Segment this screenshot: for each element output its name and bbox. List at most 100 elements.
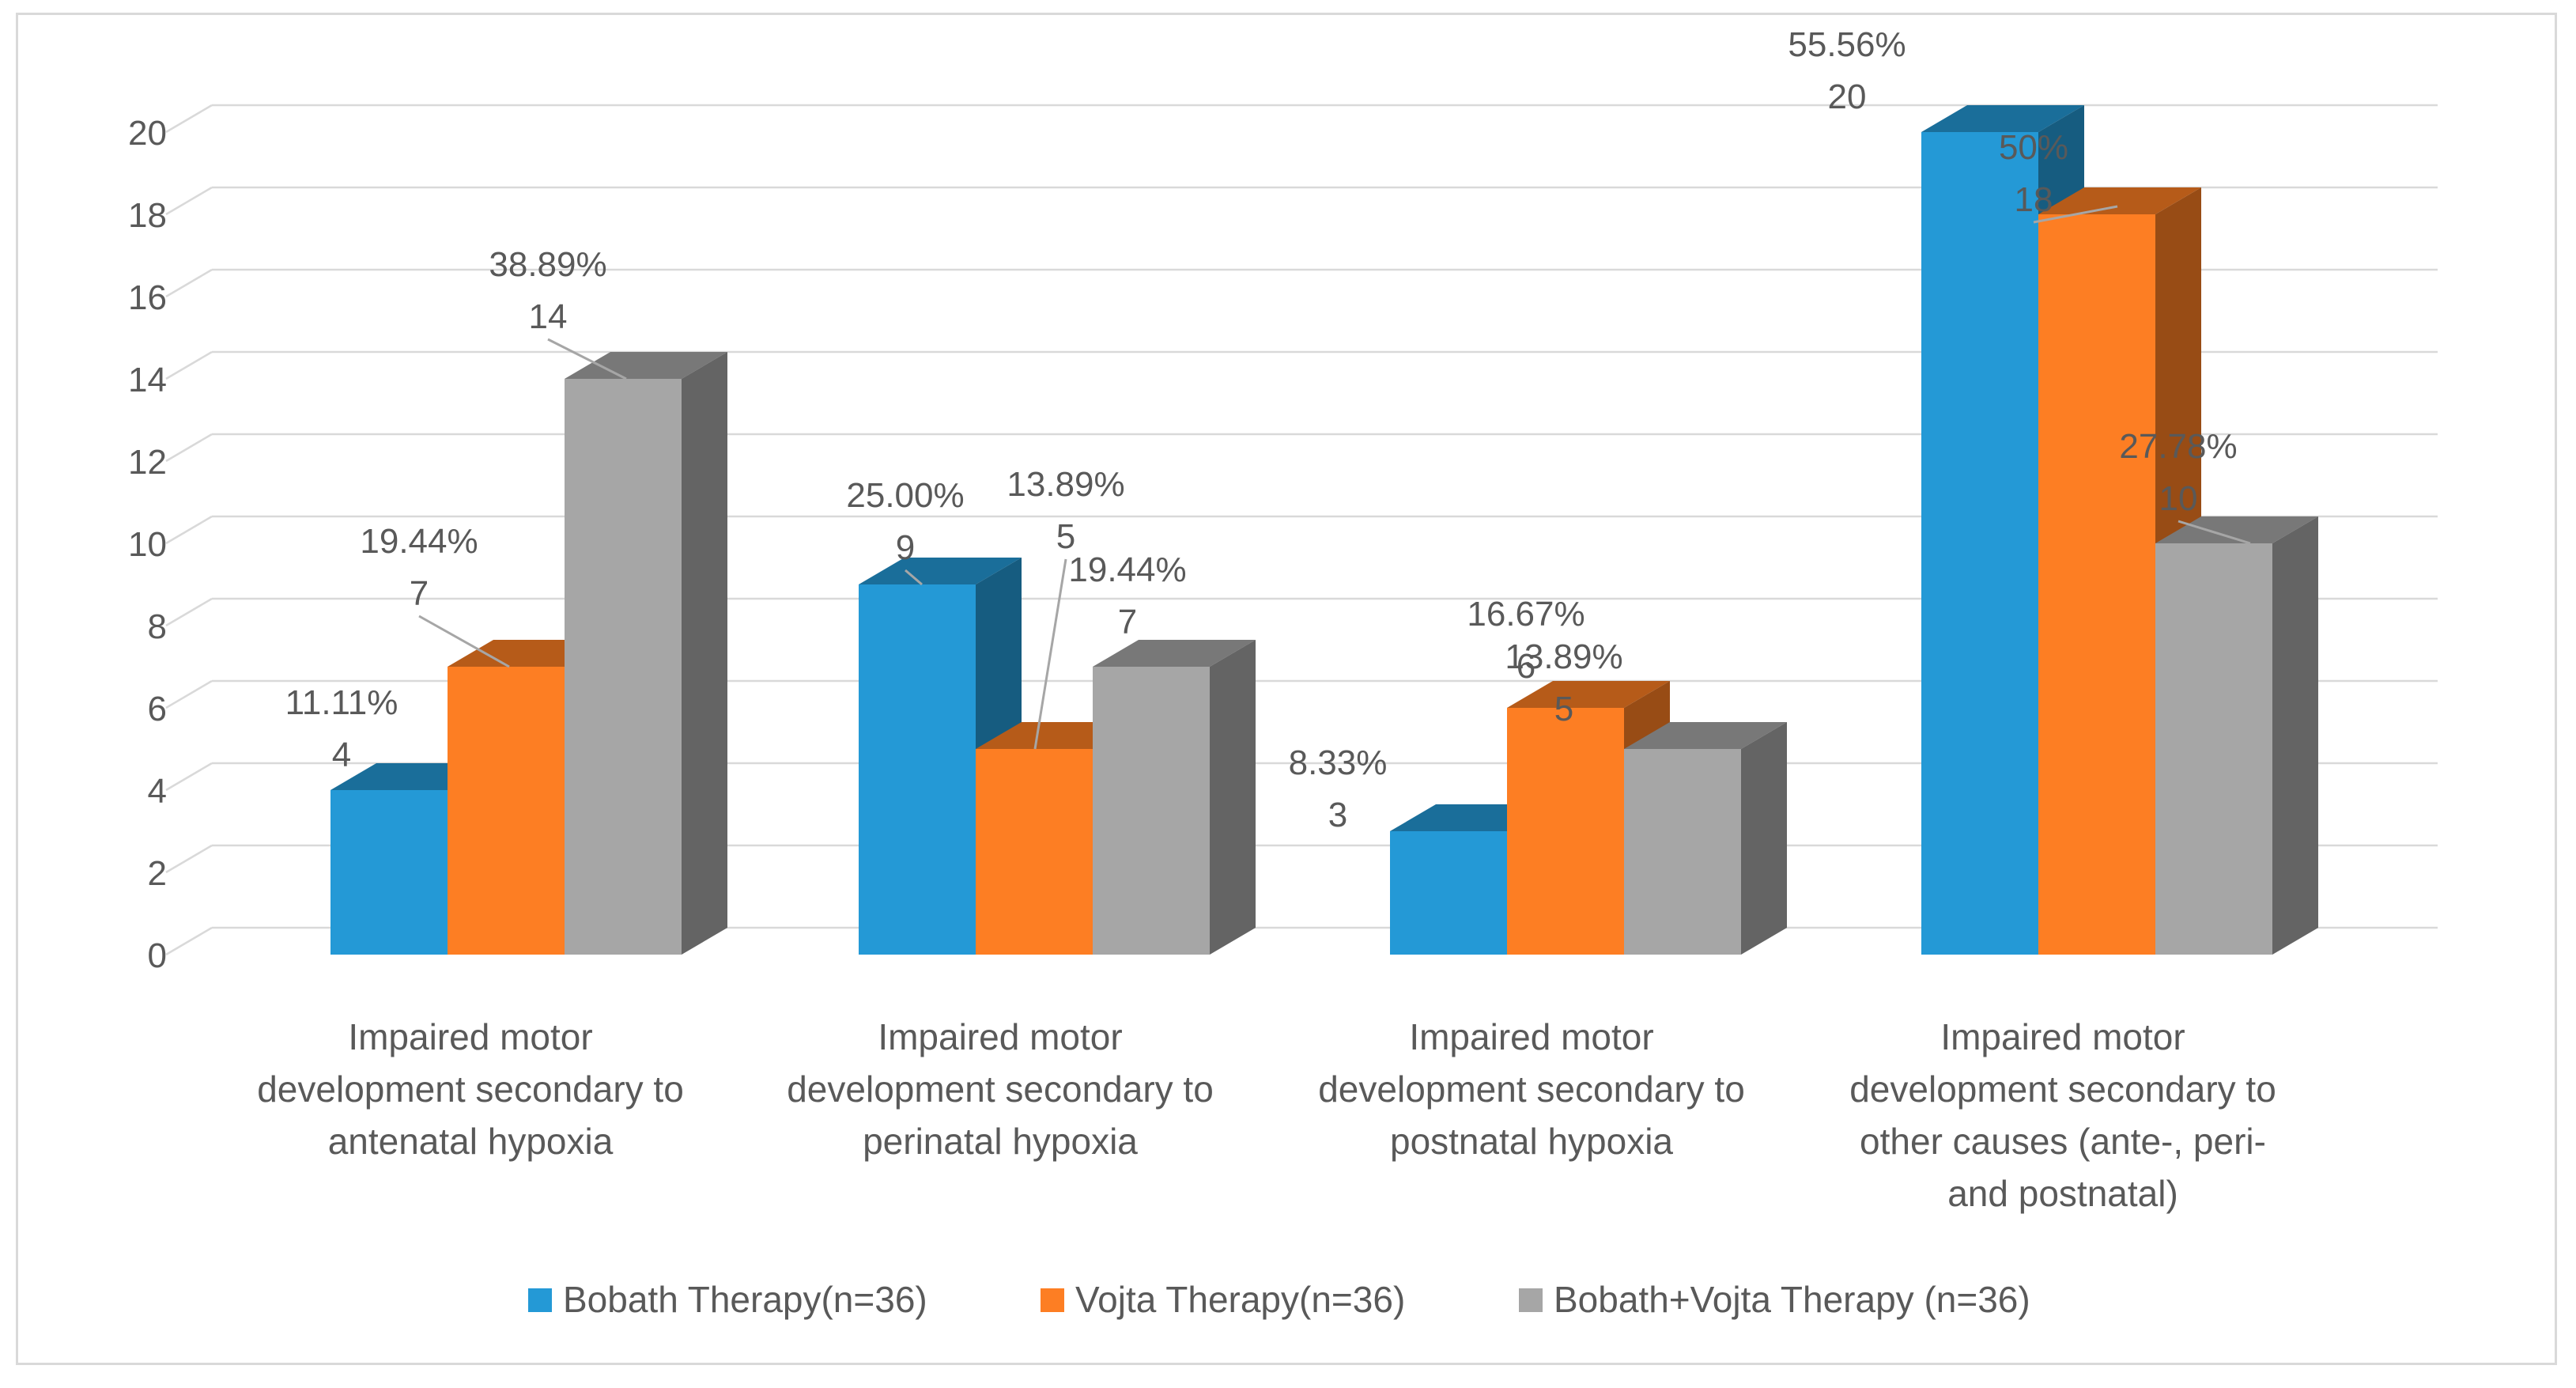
data-label-percent: 55.56%	[1788, 25, 1906, 64]
leader-line	[2178, 520, 2251, 545]
data-label-percent: 38.89%	[489, 245, 606, 284]
category-label: Impaired motor development secondary to ot…	[1849, 1016, 2276, 1214]
gridline-depth	[165, 597, 213, 627]
bar-top	[2038, 187, 2201, 214]
category-label: Impaired motor development secondary to po…	[1318, 1016, 1745, 1162]
bar-side	[682, 352, 727, 955]
category-label-line: antenatal hypoxia	[328, 1121, 614, 1162]
category-label-line: other causes (ante-, peri-	[1860, 1121, 2266, 1162]
data-label-value: 4	[332, 736, 351, 774]
data-label-value: 7	[1118, 603, 1137, 641]
y-tick-label: 8	[148, 607, 167, 646]
bar	[1624, 749, 1741, 955]
data-label-value: 10	[2159, 479, 2198, 518]
bar-side	[2272, 516, 2318, 955]
leader-line	[547, 338, 627, 380]
bar-side	[1210, 640, 1256, 955]
y-tick-label: 10	[128, 525, 167, 564]
data-label-value: 9	[896, 528, 915, 567]
category-label-line: Impaired motor	[878, 1016, 1122, 1057]
category-label-line: Impaired motor	[1940, 1016, 2185, 1057]
gridline-depth	[165, 515, 213, 545]
bar-top	[1093, 640, 1256, 667]
y-tick-label: 16	[128, 278, 167, 317]
legend: Bobath Therapy(n=36) Vojta Therapy(n=36) B…	[528, 1279, 2030, 1320]
data-label-percent: 11.11%	[285, 683, 398, 722]
gridline-depth	[165, 844, 213, 874]
category-labels: Impaired motor development secondary to an…	[257, 1016, 2276, 1214]
bars	[330, 105, 2318, 955]
bar-top	[2155, 516, 2318, 543]
category-label: Impaired motor development secondary to an…	[257, 1016, 684, 1162]
leader-line	[418, 615, 510, 668]
data-label-percent: 50%	[1999, 128, 2068, 167]
bar-top	[859, 558, 1022, 584]
gridline-depth	[165, 762, 213, 792]
data-label-percent: 27.78%	[2119, 427, 2237, 466]
bar	[1093, 667, 1210, 955]
y-tick-label: 6	[148, 690, 167, 728]
bar	[448, 667, 565, 955]
data-label-percent: 25.00%	[846, 476, 964, 515]
y-tick-label: 20	[128, 114, 167, 153]
leader-line	[2033, 205, 2118, 224]
data-label-value: 7	[410, 574, 429, 613]
data-label-value: 18	[2015, 180, 2053, 219]
bar-top	[565, 352, 727, 379]
data-label-percent: 19.44%	[1068, 550, 1186, 589]
data-label-percent: 8.33%	[1289, 743, 1388, 782]
category-label: Impaired motor development secondary to pe…	[787, 1016, 1214, 1162]
bar	[1921, 132, 2038, 955]
y-tick-label: 4	[148, 772, 167, 811]
category-label-line: and postnatal)	[1947, 1173, 2178, 1214]
category-label-line: perinatal hypoxia	[863, 1121, 1138, 1162]
legend-label: Bobath Therapy(n=36)	[563, 1279, 927, 1320]
category-label-line: Impaired motor	[1409, 1016, 1653, 1057]
legend-label: Bobath+Vojta Therapy (n=36)	[1554, 1279, 2030, 1320]
y-axis-ticks: 0 2 4 6 8 10 12 14 16 18 20	[128, 114, 167, 975]
bar	[976, 749, 1093, 955]
bar	[859, 584, 976, 955]
data-label-value: 3	[1328, 796, 1347, 834]
bar-side	[1741, 722, 1787, 955]
bar	[330, 790, 448, 955]
data-label-value: 20	[1828, 78, 1867, 116]
data-label-percent: 16.67%	[1467, 595, 1585, 633]
category-label-line: postnatal hypoxia	[1390, 1121, 1673, 1162]
bar-top	[1507, 681, 1670, 708]
category-label-line: development secondary to	[787, 1068, 1214, 1110]
category-label-line: development secondary to	[1849, 1068, 2276, 1110]
gridline-depth	[165, 679, 213, 709]
gridline-depth	[165, 186, 213, 216]
data-labels: 11.11% 4 25.00% 9 8.33% 3 55.56% 20 19.44% 7 13.89…	[285, 25, 2251, 834]
category-label-line: Impaired motor	[348, 1016, 592, 1057]
legend-swatch	[1519, 1288, 1543, 1312]
bar	[2038, 214, 2155, 955]
bar	[2155, 543, 2272, 955]
gridline-depth	[165, 104, 213, 134]
bar	[1507, 708, 1624, 955]
data-label-value: 6	[1517, 647, 1535, 686]
data-label-value: 5	[1056, 517, 1075, 556]
category-label-line: development secondary to	[1318, 1068, 1745, 1110]
bar	[1390, 831, 1507, 955]
y-tick-label: 18	[128, 196, 167, 235]
chart-frame: 0 2 4 6 8 10 12 14 16 18 20 11.11% 4 25.00% 9 8.33% 3 55…	[16, 13, 2557, 1365]
y-tick-label: 2	[148, 854, 167, 893]
category-label-line: development secondary to	[257, 1068, 684, 1110]
legend-swatch	[528, 1288, 552, 1312]
leader-line	[905, 569, 923, 586]
gridline-depth	[165, 350, 213, 380]
bar-top	[1921, 105, 2084, 132]
bar-top	[1624, 722, 1787, 749]
y-tick-label: 14	[128, 361, 167, 399]
gridline-depth	[165, 433, 213, 463]
legend-swatch	[1041, 1288, 1064, 1312]
data-label-percent: 13.89%	[1007, 465, 1124, 504]
bar	[565, 379, 682, 955]
data-label-percent: 19.44%	[360, 522, 478, 561]
data-label-value: 14	[529, 297, 568, 336]
data-label-percent: 13.89%	[1505, 637, 1622, 676]
gridline-depth	[165, 926, 213, 956]
